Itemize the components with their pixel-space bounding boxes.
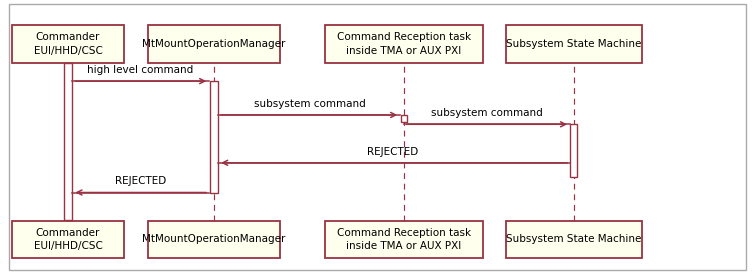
- Text: REJECTED: REJECTED: [115, 177, 166, 186]
- Bar: [63, 63, 72, 220]
- Bar: [506, 221, 642, 258]
- Bar: [401, 115, 408, 122]
- Bar: [209, 81, 217, 192]
- Bar: [12, 221, 124, 258]
- Bar: [325, 221, 483, 258]
- Bar: [325, 26, 483, 63]
- Text: Commander
EUI/HHD/CSC: Commander EUI/HHD/CSC: [33, 228, 103, 251]
- Text: Command Reception task
inside TMA or AUX PXI: Command Reception task inside TMA or AUX…: [337, 32, 471, 56]
- Text: Subsystem State Machine: Subsystem State Machine: [506, 234, 642, 244]
- Bar: [147, 26, 279, 63]
- Text: MtMountOperationManager: MtMountOperationManager: [142, 39, 285, 49]
- Text: high level command: high level command: [88, 65, 193, 75]
- Text: Subsystem State Machine: Subsystem State Machine: [506, 39, 642, 49]
- Bar: [571, 124, 577, 177]
- Text: MtMountOperationManager: MtMountOperationManager: [142, 234, 285, 244]
- Text: Command Reception task
inside TMA or AUX PXI: Command Reception task inside TMA or AUX…: [337, 228, 471, 251]
- Bar: [147, 221, 279, 258]
- Text: subsystem command: subsystem command: [431, 108, 543, 118]
- Bar: [12, 26, 124, 63]
- Bar: [506, 26, 642, 63]
- Text: subsystem command: subsystem command: [254, 99, 365, 109]
- Text: REJECTED: REJECTED: [367, 147, 418, 157]
- Text: Commander
EUI/HHD/CSC: Commander EUI/HHD/CSC: [33, 32, 103, 56]
